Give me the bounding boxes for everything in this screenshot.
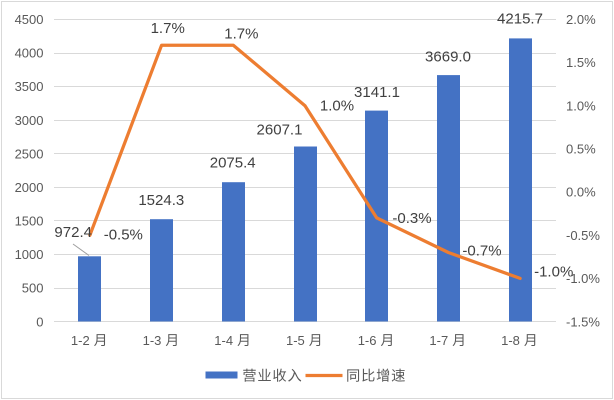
svg-text:4500: 4500 [15,12,44,27]
svg-text:-1.0%: -1.0% [534,263,573,280]
svg-text:1.7%: 1.7% [151,20,185,37]
svg-text:0.0%: 0.0% [566,185,596,200]
svg-text:1.0%: 1.0% [320,97,354,114]
svg-text:1-8: 1-8 [501,333,520,348]
svg-text:3500: 3500 [15,79,44,94]
svg-text:3000: 3000 [15,113,44,128]
svg-text:2607.1: 2607.1 [257,121,303,138]
svg-text:1-2: 1-2 [71,333,90,348]
svg-text:2000: 2000 [15,180,44,195]
svg-text:4215.7: 4215.7 [497,10,543,27]
svg-text:1.0%: 1.0% [566,98,596,113]
svg-text:1-3: 1-3 [143,333,162,348]
svg-text:-0.5%: -0.5% [104,226,143,243]
svg-text:0: 0 [36,314,43,329]
svg-text:4000: 4000 [15,46,44,61]
svg-text:-0.3%: -0.3% [392,210,431,227]
svg-text:3141.1: 3141.1 [354,84,400,101]
svg-text:1000: 1000 [15,247,44,262]
svg-text:972.4: 972.4 [54,224,92,241]
svg-text:1-6: 1-6 [358,333,377,348]
svg-text:500: 500 [22,281,44,296]
svg-text:1.7%: 1.7% [224,25,258,42]
svg-text:1524.3: 1524.3 [138,192,184,209]
svg-text:0.5%: 0.5% [566,142,596,157]
svg-text:1-4: 1-4 [214,333,233,348]
svg-text:2075.4: 2075.4 [210,154,256,171]
svg-text:-0.5%: -0.5% [566,228,600,243]
svg-text:2500: 2500 [15,146,44,161]
svg-text:3669.0: 3669.0 [425,48,471,65]
svg-text:1.5%: 1.5% [566,55,596,70]
svg-text:-1.5%: -1.5% [566,314,600,329]
svg-text:1-5: 1-5 [286,333,305,348]
svg-text:1-7: 1-7 [429,333,448,348]
svg-text:2.0%: 2.0% [566,12,596,27]
svg-text:-1.0%: -1.0% [566,271,600,286]
svg-text:-0.7%: -0.7% [462,242,501,259]
svg-text:1500: 1500 [15,214,44,229]
